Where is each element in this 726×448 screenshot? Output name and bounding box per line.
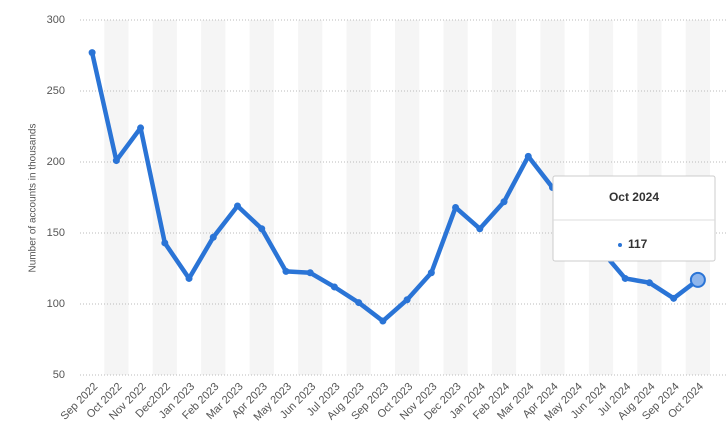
point (645, 279, 653, 287)
y-tick-label: 250 (47, 85, 65, 97)
point (112, 157, 120, 165)
tooltip-value: 117 (628, 237, 648, 251)
point (355, 299, 363, 307)
tooltip: Oct 2024 117 (552, 175, 716, 262)
point (282, 267, 290, 275)
column-band (298, 20, 323, 375)
tooltip-bullet (618, 243, 622, 247)
tooltip-box (552, 175, 716, 262)
y-tick-label: 50 (53, 369, 65, 381)
tooltip-title: Oct 2024 (609, 190, 659, 204)
point (427, 269, 435, 277)
point (524, 152, 532, 160)
y-tick-label: 100 (47, 298, 65, 310)
point (88, 49, 96, 57)
point (185, 274, 193, 282)
point (670, 294, 678, 302)
point (621, 274, 629, 282)
point (500, 198, 508, 206)
point (330, 283, 338, 291)
column-band (395, 20, 420, 375)
point (161, 239, 169, 247)
point (306, 269, 314, 277)
column-band (104, 20, 129, 375)
hover-point (689, 271, 706, 288)
column-band (346, 20, 371, 375)
column-band (201, 20, 226, 375)
point (209, 233, 217, 241)
point (403, 296, 411, 304)
point (476, 225, 484, 233)
y-axis-label: Number of accounts in thousands (28, 124, 39, 273)
column-band (249, 20, 274, 375)
point (258, 225, 266, 233)
y-tick-label: 200 (47, 156, 65, 168)
y-tick-label: 300 (47, 14, 65, 26)
point (234, 202, 241, 210)
column-band (443, 20, 468, 375)
y-tick-label: 150 (47, 227, 65, 239)
point (137, 124, 145, 132)
point (452, 203, 460, 211)
point (379, 317, 387, 325)
